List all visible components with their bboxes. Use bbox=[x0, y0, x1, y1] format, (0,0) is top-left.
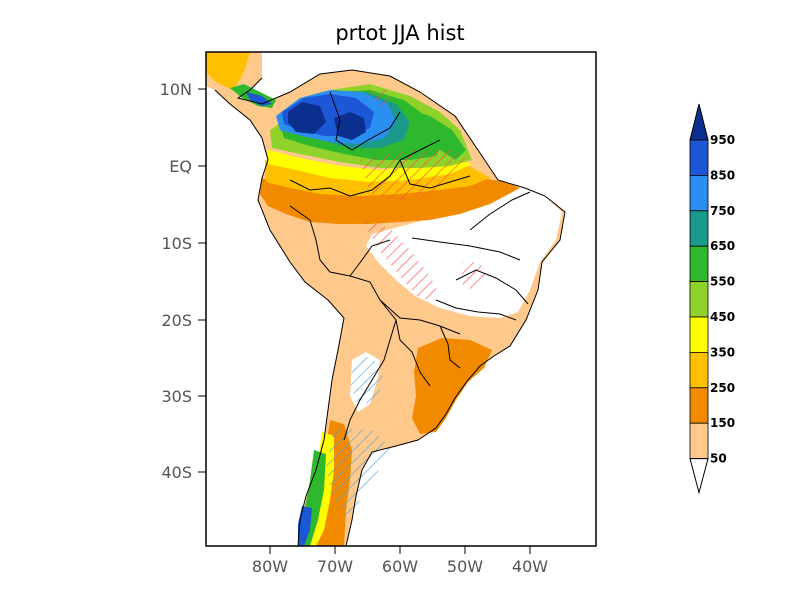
band-150-250-southeast bbox=[412, 338, 492, 434]
hatch-positive-east bbox=[462, 262, 488, 292]
colorbar-box bbox=[689, 316, 709, 353]
y-tick-10s: 10S bbox=[161, 234, 192, 253]
central-america-band bbox=[206, 52, 250, 90]
map-title: prtot JJA hist bbox=[335, 21, 464, 45]
colorbar-label: 950 bbox=[710, 133, 735, 147]
x-tick-80w: 80W bbox=[252, 557, 288, 576]
guianas-band bbox=[410, 110, 466, 160]
hatch-positive-top bbox=[368, 90, 392, 106]
hatch-positive-center bbox=[362, 220, 440, 300]
y-tick-20s: 20S bbox=[161, 311, 192, 330]
band-above-950-venezuela bbox=[334, 112, 366, 140]
band-150-250-north bbox=[260, 178, 520, 224]
colorbar-label: 650 bbox=[710, 239, 735, 253]
colorbar-box bbox=[689, 351, 709, 389]
hatch-negative-central bbox=[350, 356, 384, 404]
x-tick-50w: 50W bbox=[447, 557, 483, 576]
colorbar-box bbox=[689, 139, 709, 176]
hatch-positive-north bbox=[360, 150, 470, 200]
y-tick-10n: 10N bbox=[160, 80, 192, 99]
colorbar-box bbox=[689, 210, 709, 247]
x-tick-40w: 40W bbox=[512, 557, 548, 576]
map-plot-area bbox=[206, 52, 566, 546]
x-tick-70w: 70W bbox=[317, 557, 353, 576]
colorbar-bottom-arrow bbox=[689, 458, 709, 495]
colorbar-label: 750 bbox=[710, 204, 735, 218]
colorbar-box bbox=[689, 422, 709, 460]
colorbar-label: 550 bbox=[710, 275, 735, 289]
colorbar: 950 850 750 650 550 450 350 250 150 50 bbox=[689, 103, 735, 495]
colorbar-top-arrow bbox=[689, 103, 709, 141]
y-tick-30s: 30S bbox=[161, 387, 192, 406]
colorbar-label: 450 bbox=[710, 310, 735, 324]
band-above-950-colombia bbox=[288, 102, 326, 134]
country-borders bbox=[289, 91, 531, 441]
x-tick-60w: 60W bbox=[382, 557, 418, 576]
colorbar-box bbox=[689, 387, 709, 424]
colorbar-label: 850 bbox=[710, 168, 735, 182]
colorbar-box bbox=[689, 174, 709, 212]
axis-ticks bbox=[198, 88, 531, 554]
colorbar-label: 350 bbox=[710, 345, 735, 359]
colorbar-label: 250 bbox=[710, 381, 735, 395]
colorbar-label: 50 bbox=[710, 452, 727, 466]
y-tick-eq: EQ bbox=[169, 157, 192, 176]
colorbar-box bbox=[689, 245, 709, 282]
colorbar-label: 150 bbox=[710, 416, 735, 430]
continent-outline bbox=[214, 69, 566, 546]
colorbar-box bbox=[689, 281, 709, 318]
plot-frame bbox=[205, 51, 597, 547]
y-tick-40s: 40S bbox=[161, 463, 192, 482]
